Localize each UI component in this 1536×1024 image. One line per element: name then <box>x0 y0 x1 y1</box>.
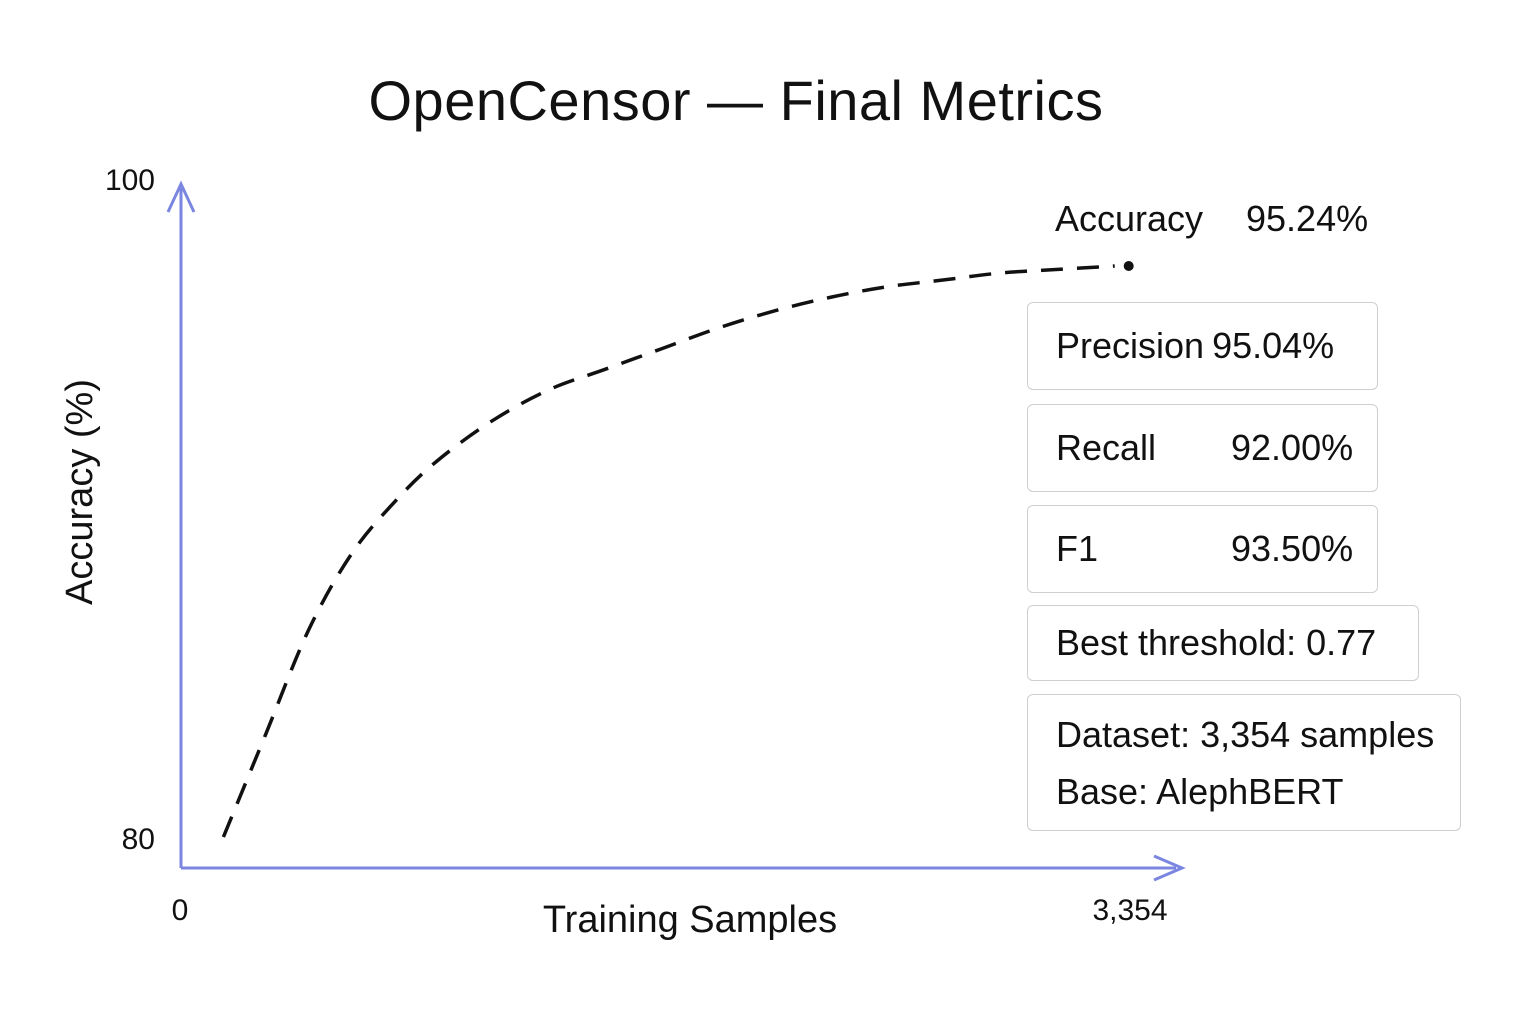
y-axis-arrowhead <box>166 180 196 213</box>
recall-label: Recall <box>1056 427 1157 468</box>
recall-metric-box: Recall 92.00% <box>1027 404 1378 492</box>
x-tick-label-min: 0 <box>172 894 189 927</box>
accuracy-annotation-value: 95.24% <box>1246 198 1368 239</box>
f1-value: 93.50% <box>1231 528 1354 569</box>
accuracy-series-line <box>221 264 1115 838</box>
threshold-metric-box: Best threshold: 0.77 <box>1027 605 1419 681</box>
x-axis-label: Training Samples <box>543 899 837 941</box>
y-tick-label-min: 80 <box>122 823 155 856</box>
chart-title: OpenCensor — Final Metrics <box>368 69 1104 132</box>
precision-label: Precision <box>1056 325 1205 366</box>
x-axis-arrowhead <box>1153 854 1186 882</box>
accuracy-end-point <box>1123 261 1134 271</box>
dataset-text: Dataset: 3,354 samples <box>1056 713 1435 755</box>
f1-label: F1 <box>1056 528 1099 569</box>
y-tick-label-max: 100 <box>105 164 155 197</box>
recall-value: 92.00% <box>1231 427 1354 468</box>
precision-value: 95.04% <box>1212 325 1335 366</box>
precision-metric-box: Precision 95.04% <box>1027 302 1378 390</box>
accuracy-annotation-label: Accuracy <box>1055 198 1203 239</box>
dataset-info-box: Dataset: 3,354 samples Base: AlephBERT <box>1027 694 1461 831</box>
x-tick-label-max: 3,354 <box>1092 894 1167 927</box>
threshold-text: Best threshold: 0.77 <box>1056 622 1377 663</box>
f1-metric-box: F1 93.50% <box>1027 505 1378 593</box>
base-model-text: Base: AlephBERT <box>1056 770 1344 812</box>
y-axis-label: Accuracy (%) <box>59 379 101 605</box>
